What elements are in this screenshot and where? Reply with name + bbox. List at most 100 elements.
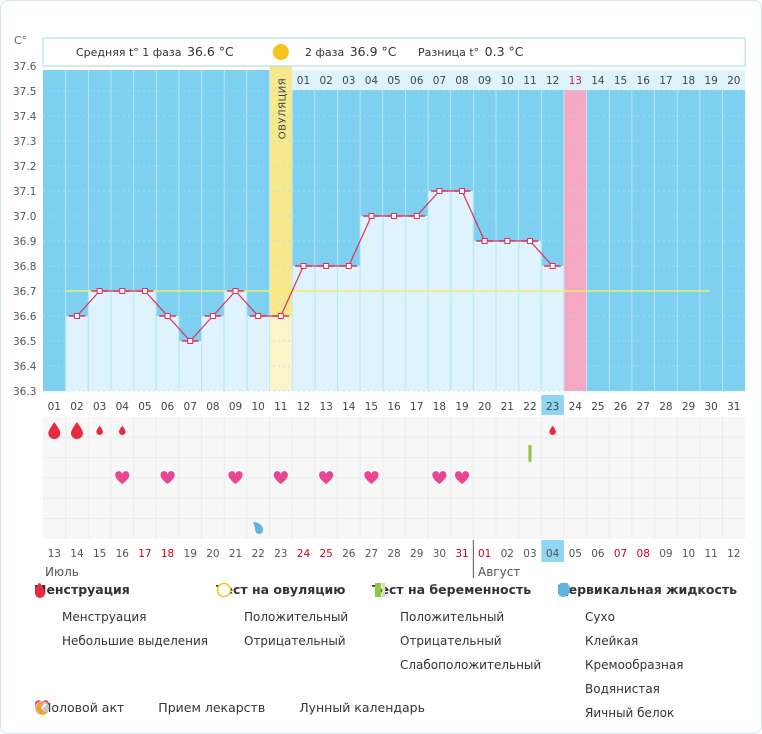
cycle-day-label: 24 xyxy=(569,401,583,413)
legend-pregnancy-weak[interactable]: Слабоположительный xyxy=(372,583,541,677)
legend-menstruation: Менструация Менструация Небольшие выделе… xyxy=(34,582,208,653)
legend-cervical-watery[interactable]: Водянистая xyxy=(557,582,737,701)
temp-bar xyxy=(202,316,224,391)
menstruation-drop xyxy=(48,422,61,440)
legend-cervical-creamy-label: Кремообразная xyxy=(585,658,684,672)
calendar-date-label: 06 xyxy=(591,548,605,560)
legend-ovulation-positive-label: Положительный xyxy=(244,610,349,624)
cycle-day-label: 23 xyxy=(546,401,559,413)
cervical-creamy-mark xyxy=(253,522,264,534)
legend-ovulation-negative[interactable]: Отрицательный xyxy=(216,582,348,653)
temp-bar xyxy=(383,216,405,391)
phase2-day-label: 01 xyxy=(297,75,310,87)
legend-spotting-item[interactable]: Небольшие выделения xyxy=(34,582,208,653)
legend-pregnancy-positive[interactable]: Положительный xyxy=(372,583,541,629)
diff-label: Разница t° xyxy=(418,46,480,59)
legend-cervical-eggwhite[interactable]: Яичный белок xyxy=(557,583,737,725)
temp-bar xyxy=(66,316,88,391)
temp-point xyxy=(549,263,556,269)
phase2-day-label: 04 xyxy=(365,75,379,87)
month-august: Август xyxy=(478,565,521,579)
legend-cervical-dry[interactable]: Сухо xyxy=(557,582,737,629)
temp-bar xyxy=(473,241,496,391)
phase2-day-label: 03 xyxy=(342,75,355,87)
legend-pregnancy-negative[interactable]: Отрицательный xyxy=(372,583,541,653)
temp-bar xyxy=(111,291,134,391)
calendar-date-label: 08 xyxy=(637,548,650,560)
temp-bar xyxy=(496,241,519,391)
legend-menstruation-item[interactable]: Менструация xyxy=(34,583,208,629)
spotting-drop xyxy=(118,425,126,435)
legend-cervical-creamy[interactable]: Кремообразная xyxy=(557,584,737,677)
temp-point xyxy=(73,313,80,319)
temp-bar xyxy=(519,241,541,391)
calendar-date-label: 25 xyxy=(319,548,332,560)
legend-lunar-label: Лунный календарь xyxy=(299,700,425,715)
temp-bar xyxy=(88,291,111,391)
phase2-day-label: 14 xyxy=(591,75,605,87)
phase2-label: 2 фаза xyxy=(305,46,345,59)
calendar-date-label: 12 xyxy=(727,548,740,560)
calendar-date-label: 17 xyxy=(138,548,151,560)
cycle-day-label: 22 xyxy=(523,401,536,413)
phase2-day-label: 18 xyxy=(682,75,695,87)
phase2-day-label: 07 xyxy=(433,75,446,87)
y-tick-label: 36.5 xyxy=(13,336,36,348)
temp-point xyxy=(413,213,420,219)
legend-cervical: Цервикальная жидкость Сухо Клейкая Кремо… xyxy=(557,582,737,725)
legend-cervical-dry-label: Сухо xyxy=(585,610,615,624)
cycle-day-label: 11 xyxy=(274,401,287,413)
legend-cervical-watery-label: Водянистая xyxy=(585,682,660,696)
calendar-date-label: 15 xyxy=(93,548,106,560)
legend-pregnancy-positive-label: Положительный xyxy=(400,610,505,624)
calendar-date-label: 07 xyxy=(614,548,627,560)
calendar-date-label: 10 xyxy=(682,548,695,560)
temp-bar xyxy=(292,266,315,391)
legend-ovulation-positive[interactable]: Положительный xyxy=(216,583,349,629)
cycle-day-label: 05 xyxy=(138,401,151,413)
legend-ovulation-test: Тест на овуляцию Положительный Отрицател… xyxy=(216,582,348,653)
legend-medication[interactable]: Прием лекарств xyxy=(35,700,265,715)
temp-bar xyxy=(156,316,179,391)
ovulation-label: ОВУЛЯЦИЯ xyxy=(277,77,289,140)
y-tick-label: 36.6 xyxy=(13,311,37,323)
cycle-day-label: 27 xyxy=(637,401,650,413)
cycle-day-label: 07 xyxy=(184,401,197,413)
y-tick-label: 37.4 xyxy=(13,111,37,123)
y-tick-label: 37.2 xyxy=(13,161,36,173)
temp-point xyxy=(187,338,194,344)
calendar-date-label: 21 xyxy=(229,548,242,560)
legend-menstruation-title: Менструация xyxy=(34,582,130,597)
phase2-day-label: 17 xyxy=(659,75,672,87)
cycle-day-label: 30 xyxy=(704,401,717,413)
temp-point xyxy=(504,238,511,244)
phase1-label: Средняя t° 1 фаза xyxy=(76,46,182,59)
expected-period-column xyxy=(563,70,587,391)
phase2-day-label: 13 xyxy=(569,75,582,87)
temp-bar xyxy=(179,341,202,391)
legend-cervical-sticky[interactable]: Клейкая xyxy=(557,583,737,653)
temp-bar xyxy=(134,291,156,391)
ovulation-column-lower xyxy=(269,316,293,391)
cycle-day-label: 25 xyxy=(591,401,604,413)
intercourse-heart xyxy=(160,471,175,484)
phase2-day-label: 09 xyxy=(478,75,491,87)
cycle-day-label: 19 xyxy=(455,401,468,413)
temp-bar xyxy=(337,266,360,391)
ovulation-sun-icon xyxy=(272,44,289,60)
temp-bar xyxy=(360,216,383,391)
y-tick-label: 37.1 xyxy=(13,186,36,198)
calendar-date-label: 20 xyxy=(206,548,219,560)
phase2-day-label: 02 xyxy=(319,75,332,87)
calendar-date-label: 02 xyxy=(501,548,514,560)
y-tick-label: 37.0 xyxy=(13,211,36,223)
calendar-date-label: 30 xyxy=(433,548,446,560)
phase2-value: 36.9 °C xyxy=(349,44,397,59)
phase2-day-label: 05 xyxy=(387,75,400,87)
temp-point xyxy=(255,313,262,319)
intercourse-heart xyxy=(454,471,470,484)
phase2-day-label: 19 xyxy=(704,75,717,87)
legend-lunar[interactable]: Лунный календарь xyxy=(36,700,425,715)
temp-point xyxy=(526,238,533,244)
